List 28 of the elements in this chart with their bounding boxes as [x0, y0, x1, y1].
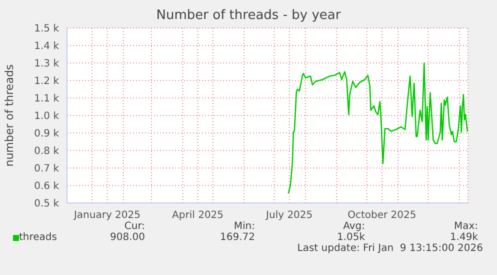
- line-series: [288, 62, 468, 194]
- y-tick-label: 1.5 k: [34, 24, 60, 35]
- text: 1.49k: [450, 232, 478, 243]
- text: 1.05k: [336, 232, 365, 243]
- y-tick-label: 1.3 k: [34, 58, 60, 70]
- text: Avg:: [343, 221, 365, 232]
- y-tick-label: 0.5 k: [34, 198, 60, 210]
- y-tick-label: 0.8 k: [34, 146, 60, 158]
- y-tick-label: 0.6 k: [34, 181, 60, 192]
- y-tick-label: 1.1 k: [34, 94, 60, 105]
- y-axis-title: number of threads: [2, 64, 16, 167]
- y-tick-label: 0.9 k: [34, 128, 60, 140]
- y-tick-label: 1.4 k: [34, 41, 60, 52]
- text: Max:: [454, 221, 478, 232]
- text: 169.72: [220, 232, 255, 243]
- text: Min:: [234, 221, 255, 232]
- y-tick-label: 1.0 k: [34, 111, 60, 122]
- y-tick-label: 1.2 k: [34, 76, 60, 88]
- y-tick-label: 0.7 k: [34, 164, 60, 175]
- text: Last update: Fri Jan 9 13:15:00 2026: [297, 243, 483, 254]
- x-tick-label: January 2025: [72, 210, 141, 222]
- chart-title: Number of threads - by year: [155, 8, 342, 23]
- legend-label: threads: [19, 232, 57, 243]
- x-tick-label: October 2025: [348, 210, 416, 222]
- text: Cur:: [124, 221, 145, 232]
- x-tick-label: April 2025: [172, 210, 224, 222]
- text: 908.00: [110, 232, 145, 243]
- x-tick-label: July 2025: [265, 210, 313, 222]
